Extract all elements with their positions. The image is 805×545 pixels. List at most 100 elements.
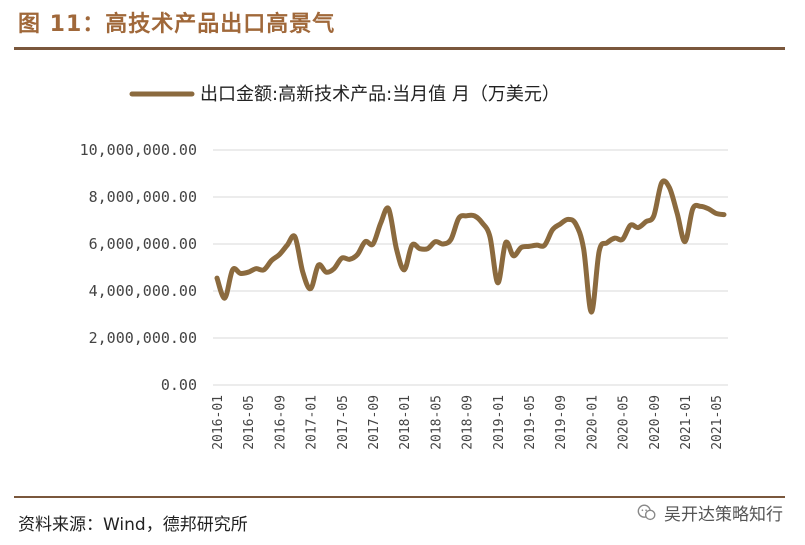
data-point (722, 213, 726, 217)
x-tick-label: 2018-01 (398, 395, 413, 450)
data-point (285, 243, 289, 247)
x-tick-label: 2019-09 (554, 395, 569, 450)
data-point (613, 236, 617, 240)
data-point (691, 207, 695, 211)
data-point (465, 214, 469, 218)
data-point (324, 270, 328, 274)
data-point (426, 247, 430, 251)
legend-label: 出口金额:高新技术产品:当月值 月（万美元） (200, 84, 560, 105)
data-point (543, 243, 547, 247)
data-point (309, 287, 313, 291)
y-tick-label: 10,000,000.00 (80, 141, 197, 159)
data-point (628, 223, 632, 227)
data-point (254, 267, 258, 271)
data-point (550, 228, 554, 232)
source-note: 资料来源：Wind，德邦研究所 (18, 515, 248, 535)
data-point (340, 256, 344, 260)
data-point (566, 217, 570, 221)
data-point (706, 207, 710, 211)
title-divider (14, 47, 785, 50)
wechat-icon (637, 504, 656, 520)
data-point (675, 211, 679, 215)
x-tick-label: 2019-05 (523, 395, 538, 450)
data-point (371, 242, 375, 246)
data-point (387, 207, 391, 211)
data-point (574, 222, 578, 226)
data-point (262, 268, 266, 272)
data-point (270, 258, 274, 262)
data-point (597, 249, 601, 253)
data-point (433, 240, 437, 244)
data-point (496, 281, 500, 285)
footer-divider (14, 496, 785, 498)
data-point (379, 221, 383, 225)
data-point (589, 310, 593, 314)
x-tick-label: 2017-05 (336, 395, 351, 450)
x-tick-label: 2016-05 (242, 395, 257, 450)
data-point (402, 268, 406, 272)
x-tick-label: 2016-01 (211, 395, 226, 450)
data-point (316, 263, 320, 267)
x-tick-label: 2020-09 (648, 395, 663, 450)
data-point (457, 216, 461, 220)
figure-title: 图 11：高技术产品出口高景气 (18, 12, 336, 37)
data-point (238, 271, 242, 275)
x-tick-label: 2017-01 (305, 395, 320, 450)
series-line (214, 178, 727, 315)
data-point (699, 204, 703, 208)
data-point (605, 241, 609, 245)
data-point (277, 253, 281, 257)
x-tick-label: 2020-01 (585, 395, 600, 450)
data-point (667, 186, 671, 190)
data-point (394, 247, 398, 251)
data-point (621, 237, 625, 241)
data-point (215, 276, 219, 280)
data-point (301, 270, 305, 274)
legend: 出口金额:高新技术产品:当月值 月（万美元） (129, 84, 560, 105)
data-point (355, 253, 359, 257)
data-point (418, 247, 422, 251)
data-point (683, 240, 687, 244)
watermark: 吴开达策略知行 (636, 500, 783, 525)
data-point (535, 243, 539, 247)
data-point (332, 267, 336, 271)
x-tick-label: 2017-09 (367, 395, 382, 450)
data-point (246, 270, 250, 274)
data-point (449, 237, 453, 241)
data-point (558, 222, 562, 226)
data-point (348, 257, 352, 261)
data-point (644, 220, 648, 224)
data-point (441, 242, 445, 246)
y-tick-label: 6,000,000.00 (89, 235, 197, 253)
x-tick-label: 2021-01 (679, 395, 694, 450)
data-point (527, 244, 531, 248)
y-tick-label: 4,000,000.00 (89, 282, 197, 300)
data-point (714, 211, 718, 215)
x-tick-label: 2018-09 (461, 395, 476, 450)
data-point (410, 243, 414, 247)
data-point (223, 296, 227, 300)
data-point (519, 246, 523, 250)
data-point (582, 247, 586, 251)
y-tick-label: 8,000,000.00 (89, 188, 197, 206)
x-tick-label: 2016-09 (273, 395, 288, 450)
data-point (511, 254, 515, 258)
data-point (363, 240, 367, 244)
data-point (488, 235, 492, 239)
y-tick-label: 0.00 (161, 376, 197, 394)
data-point (231, 268, 235, 272)
line-chart: 0.00 2,000,000.00 4,000,000.00 6,000,000.00… (80, 84, 728, 450)
y-tick-label: 2,000,000.00 (89, 329, 197, 347)
watermark-text: 吴开达策略知行 (664, 505, 783, 525)
data-point (472, 214, 476, 218)
data-point (480, 221, 484, 225)
x-tick-label: 2021-05 (710, 395, 725, 450)
x-tick-label: 2018-05 (429, 395, 444, 450)
x-tick-label: 2020-05 (617, 395, 632, 450)
data-point (660, 181, 664, 185)
data-point (504, 241, 508, 245)
x-tick-label: 2019-01 (492, 395, 507, 450)
data-point (636, 226, 640, 230)
data-point (293, 235, 297, 239)
data-point (652, 214, 656, 218)
